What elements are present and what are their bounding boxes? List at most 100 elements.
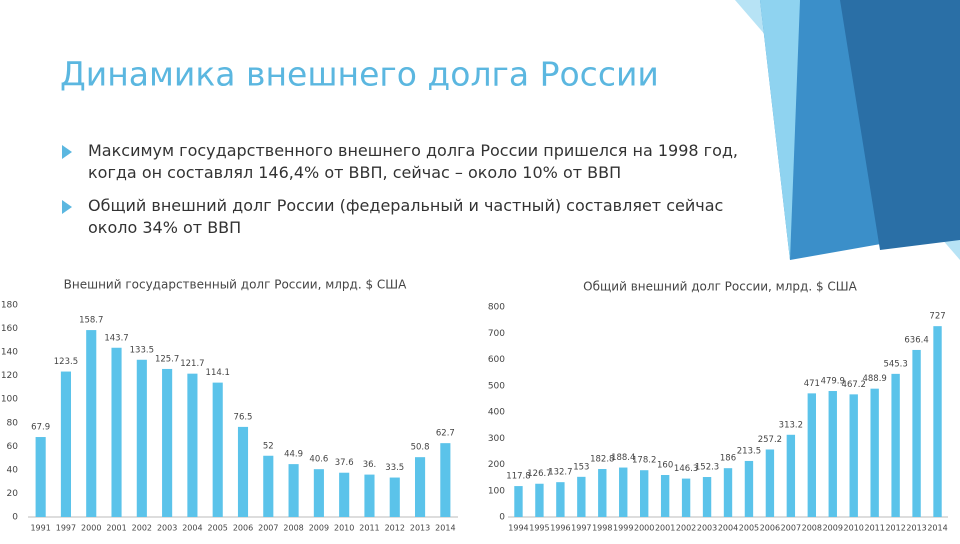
x-tick-label: 2002 (132, 524, 152, 533)
x-tick-label: 2007 (258, 524, 278, 533)
value-label: 488.9 (862, 374, 886, 384)
value-label: 114.1 (206, 368, 230, 378)
value-label: 313.2 (779, 420, 803, 430)
value-label: 121.7 (180, 359, 204, 369)
bar (162, 368, 173, 517)
bar (870, 388, 879, 517)
bar (313, 469, 324, 517)
x-tick-label: 1997 (571, 524, 591, 533)
bar (723, 468, 733, 517)
bullet: Максимум государственного внешнего долга… (88, 141, 739, 182)
bar (514, 486, 523, 517)
value-label: 36. (363, 460, 377, 470)
value-label: 117.8 (506, 472, 530, 482)
y-tick-label: 160 (1, 324, 18, 334)
value-label: 636.4 (904, 335, 928, 345)
chart-title: Общий внешний долг России, млрд. $ США (583, 280, 857, 294)
value-label: 76.5 (234, 412, 253, 422)
bar (660, 475, 670, 517)
bar (288, 464, 299, 517)
bar (619, 467, 628, 517)
x-tick-label: 2004 (718, 524, 738, 533)
chart-title: Внешний государственный долг России, млр… (64, 278, 407, 292)
x-tick-label: 2010 (334, 524, 354, 533)
x-tick-label: 2013 (906, 524, 926, 533)
value-label: 62.7 (436, 429, 455, 439)
value-label: 37.6 (335, 458, 354, 468)
bar (786, 434, 796, 517)
value-label: 52 (263, 441, 274, 451)
value-label: 146.3 (674, 464, 698, 474)
bar (912, 349, 921, 517)
x-tick-label: 1998 (592, 524, 612, 533)
decor (840, 0, 960, 250)
x-tick-label: 2008 (283, 524, 303, 533)
value-label: 160 (657, 461, 673, 471)
x-tick-label: 2006 (760, 524, 780, 533)
bar (35, 437, 46, 517)
slide-title: Динамика внешнего долга России (60, 55, 659, 94)
value-label: 40.6 (309, 455, 328, 465)
value-label: 132.7 (548, 468, 572, 478)
bullet-box: Максимум государственного внешнего долга… (88, 141, 739, 182)
value-label: 125.7 (155, 354, 179, 364)
value-label: 178.2 (632, 456, 656, 466)
bar (111, 347, 122, 517)
x-tick-label: 1997 (56, 524, 76, 533)
bar (640, 470, 649, 517)
value-label: 152.3 (695, 463, 719, 473)
x-tick-label: 2000 (634, 524, 654, 533)
value-label: 188.4 (611, 453, 635, 463)
y-tick-label: 200 (488, 460, 505, 470)
x-tick-label: 2012 (385, 524, 405, 533)
bar (535, 483, 544, 517)
bar (849, 394, 858, 517)
bar (263, 455, 274, 517)
bar (891, 373, 900, 517)
bar (237, 426, 249, 517)
value-label: 213.5 (737, 446, 761, 456)
y-tick-label: 120 (1, 371, 18, 381)
y-tick-label: 100 (488, 486, 505, 496)
y-tick-label: 500 (488, 381, 505, 391)
value-label: 67.9 (31, 423, 50, 433)
x-tick-label: 2007 (781, 524, 801, 533)
bar (598, 469, 607, 517)
value-label: 727 (929, 312, 945, 322)
bar (744, 460, 754, 517)
x-tick-label: 2009 (309, 524, 329, 533)
bar (681, 478, 691, 517)
x-tick-label: 1996 (550, 524, 570, 533)
x-tick-label: 2004 (182, 524, 202, 533)
value-label: 257.2 (758, 435, 782, 445)
bar (389, 477, 400, 517)
y-tick-label: 180 (1, 301, 18, 311)
x-tick-label: 2010 (844, 524, 864, 533)
value-label: 186 (720, 454, 736, 464)
bar (415, 457, 426, 517)
x-tick-label: 1999 (613, 524, 633, 533)
x-tick-label: 2001 (655, 524, 675, 533)
y-tick-label: 600 (488, 355, 505, 365)
bar (933, 326, 942, 517)
y-tick-label: 800 (488, 303, 505, 313)
x-tick-label: 2005 (739, 524, 759, 533)
y-tick-label: 140 (1, 348, 18, 358)
x-tick-label: 2000 (81, 524, 101, 533)
y-tick-label: 400 (488, 408, 505, 418)
y-tick-label: 60 (7, 442, 19, 452)
value-label: 545.3 (883, 359, 907, 369)
value-label: 123.5 (54, 357, 78, 367)
y-tick-label: 20 (7, 489, 19, 499)
x-tick-label: 2002 (676, 524, 696, 533)
y-tick-label: 80 (7, 418, 19, 428)
value-label: 467.2 (842, 380, 866, 390)
bar (364, 474, 375, 517)
bullet: Общий внешний долг России (федеральный и… (88, 196, 724, 237)
value-label: 143.7 (104, 333, 128, 343)
x-tick-label: 2003 (697, 524, 717, 533)
y-tick-label: 0 (499, 513, 505, 523)
y-tick-label: 0 (12, 513, 18, 523)
y-tick-label: 40 (7, 465, 19, 475)
